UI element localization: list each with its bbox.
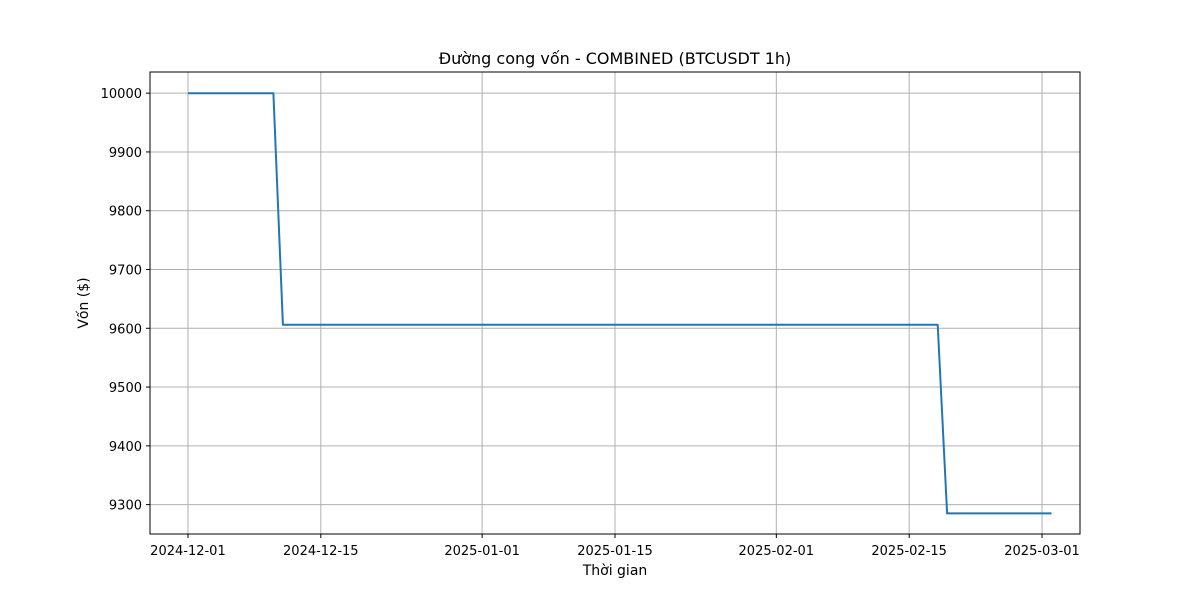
- grid-layer: [150, 72, 1080, 534]
- y-tick-label: 9400: [109, 440, 142, 455]
- y-tick-label: 9900: [109, 146, 142, 161]
- y-tick-label: 9600: [109, 322, 142, 337]
- x-tick-label: 2025-01-01: [444, 544, 520, 559]
- x-tick-label: 2024-12-15: [283, 544, 359, 559]
- y-axis-label: Vốn ($): [75, 277, 92, 328]
- y-tick-label: 10000: [101, 87, 142, 102]
- series-layer: [188, 92, 1052, 515]
- x-tick-label: 2025-02-15: [871, 544, 947, 559]
- y-tick-label: 9700: [109, 263, 142, 278]
- chart-title: Đường cong vốn - COMBINED (BTCUSDT 1h): [439, 49, 792, 68]
- x-tick-label: 2025-01-15: [577, 544, 653, 559]
- y-tick-label: 9500: [109, 381, 142, 396]
- x-axis-label: Thời gian: [582, 563, 648, 579]
- x-tick-label: 2025-02-01: [739, 544, 815, 559]
- y-tick-label: 9800: [109, 205, 142, 220]
- plot-frame: [149, 71, 1081, 535]
- y-tick-label: 9300: [109, 499, 142, 514]
- x-tick-label: 2025-03-01: [1004, 544, 1080, 559]
- x-tick-label: 2024-12-01: [150, 544, 226, 559]
- tick-layer: 2024-12-01 2024-12-15 2025-01-01 2025-01-15…: [101, 87, 1080, 559]
- equity-line: [188, 92, 1052, 515]
